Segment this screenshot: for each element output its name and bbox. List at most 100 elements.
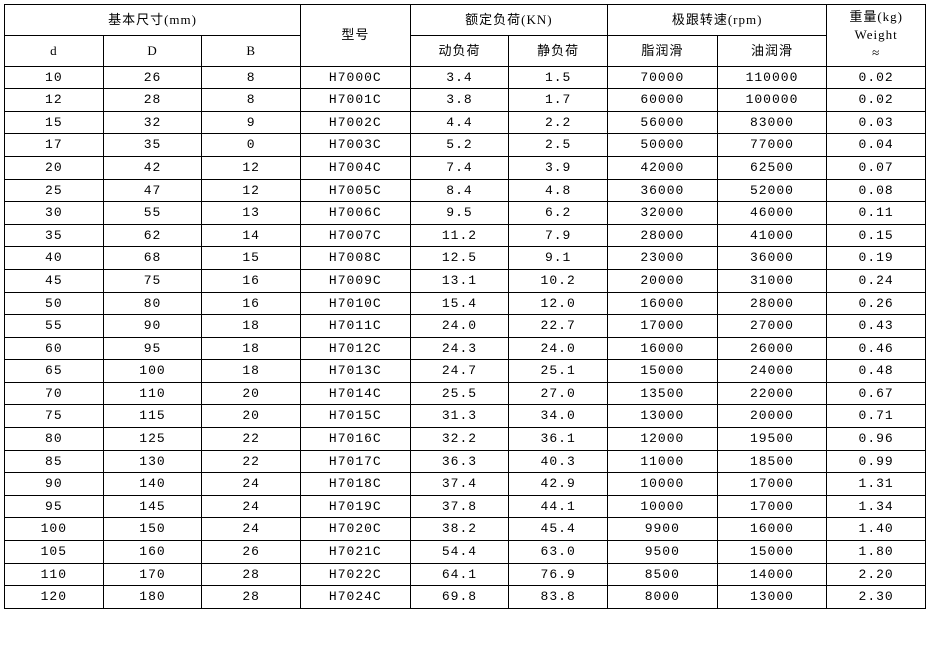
table-cell: 15 [202, 247, 301, 270]
table-cell: 110000 [717, 66, 827, 89]
table-cell: 0.48 [827, 360, 926, 383]
table-cell: 0.43 [827, 315, 926, 338]
table-cell: 3.4 [410, 66, 509, 89]
table-cell: H7021C [301, 541, 411, 564]
table-cell: H7017C [301, 450, 411, 473]
header-weight-line3: ≈ [872, 45, 880, 60]
table-cell: 105 [5, 541, 104, 564]
table-cell: 37.4 [410, 473, 509, 496]
table-cell: H7013C [301, 360, 411, 383]
header-weight-line1: 重量(kg) [849, 9, 903, 24]
table-cell: 0.04 [827, 134, 926, 157]
table-cell: H7009C [301, 269, 411, 292]
table-row: 6510018H7013C24.725.115000240000.48 [5, 360, 926, 383]
table-cell: 1.40 [827, 518, 926, 541]
table-cell: 7.9 [509, 224, 608, 247]
table-cell: 25.1 [509, 360, 608, 383]
table-row: 204212H7004C7.43.942000625000.07 [5, 156, 926, 179]
table-cell: 0.08 [827, 179, 926, 202]
table-cell: 69.8 [410, 586, 509, 609]
table-row: 8513022H7017C36.340.311000185000.99 [5, 450, 926, 473]
table-cell: 18 [202, 337, 301, 360]
table-cell: 10 [5, 66, 104, 89]
table-cell: H7005C [301, 179, 411, 202]
table-cell: 60 [5, 337, 104, 360]
table-cell: 17000 [717, 473, 827, 496]
table-cell: 14 [202, 224, 301, 247]
table-cell: 45.4 [509, 518, 608, 541]
table-cell: H7011C [301, 315, 411, 338]
table-cell: 3.8 [410, 89, 509, 112]
table-row: 7011020H7014C25.527.013500220000.67 [5, 382, 926, 405]
table-cell: 50000 [608, 134, 718, 157]
table-cell: 9.5 [410, 202, 509, 225]
table-cell: 40.3 [509, 450, 608, 473]
table-cell: 24.0 [509, 337, 608, 360]
table-cell: 1.7 [509, 89, 608, 112]
table-cell: 2.2 [509, 111, 608, 134]
table-cell: 26000 [717, 337, 827, 360]
table-cell: 28000 [717, 292, 827, 315]
table-cell: 22 [202, 450, 301, 473]
table-cell: 42000 [608, 156, 718, 179]
table-cell: 17 [5, 134, 104, 157]
table-cell: 1.80 [827, 541, 926, 564]
table-cell: 12.5 [410, 247, 509, 270]
table-cell: 31.3 [410, 405, 509, 428]
table-cell: 24.3 [410, 337, 509, 360]
table-cell: 77000 [717, 134, 827, 157]
table-cell: 28000 [608, 224, 718, 247]
table-row: 609518H7012C24.324.016000260000.46 [5, 337, 926, 360]
header-dynamic-load: 动负荷 [410, 35, 509, 66]
table-cell: H7024C [301, 586, 411, 609]
table-cell: 18 [202, 360, 301, 383]
table-cell: 8 [202, 66, 301, 89]
table-cell: 15.4 [410, 292, 509, 315]
table-cell: 0.99 [827, 450, 926, 473]
table-cell: 16000 [608, 337, 718, 360]
table-cell: 130 [103, 450, 202, 473]
table-cell: 23000 [608, 247, 718, 270]
table-cell: 20 [202, 405, 301, 428]
table-cell: 10.2 [509, 269, 608, 292]
table-cell: H7007C [301, 224, 411, 247]
table-cell: 64.1 [410, 563, 509, 586]
table-cell: 140 [103, 473, 202, 496]
table-cell: 13.1 [410, 269, 509, 292]
header-speed: 极跟转速(rpm) [608, 5, 827, 36]
table-cell: 20000 [608, 269, 718, 292]
table-cell: 19500 [717, 428, 827, 451]
table-row: 254712H7005C8.44.836000520000.08 [5, 179, 926, 202]
header-oil-lube: 油润滑 [717, 35, 827, 66]
table-cell: 0.46 [827, 337, 926, 360]
table-row: 17350H7003C5.22.550000770000.04 [5, 134, 926, 157]
table-cell: H7020C [301, 518, 411, 541]
table-cell: 24 [202, 473, 301, 496]
table-cell: 15000 [608, 360, 718, 383]
table-cell: 115 [103, 405, 202, 428]
table-cell: 0.02 [827, 89, 926, 112]
table-cell: 12.0 [509, 292, 608, 315]
table-cell: 22 [202, 428, 301, 451]
header-B: B [202, 35, 301, 66]
table-cell: 0.02 [827, 66, 926, 89]
table-cell: 20 [202, 382, 301, 405]
table-cell: 18500 [717, 450, 827, 473]
table-cell: 83000 [717, 111, 827, 134]
table-cell: 63.0 [509, 541, 608, 564]
table-cell: 30 [5, 202, 104, 225]
table-row: 8012522H7016C32.236.112000195000.96 [5, 428, 926, 451]
table-cell: 0.19 [827, 247, 926, 270]
header-D: D [103, 35, 202, 66]
table-cell: 0.15 [827, 224, 926, 247]
table-cell: 13 [202, 202, 301, 225]
table-cell: 80 [103, 292, 202, 315]
table-row: 9014024H7018C37.442.910000170001.31 [5, 473, 926, 496]
table-cell: 9500 [608, 541, 718, 564]
header-model: 型号 [301, 5, 411, 67]
table-cell: 38.2 [410, 518, 509, 541]
table-cell: 17000 [717, 495, 827, 518]
table-cell: H7014C [301, 382, 411, 405]
table-cell: 24 [202, 495, 301, 518]
table-cell: 8.4 [410, 179, 509, 202]
